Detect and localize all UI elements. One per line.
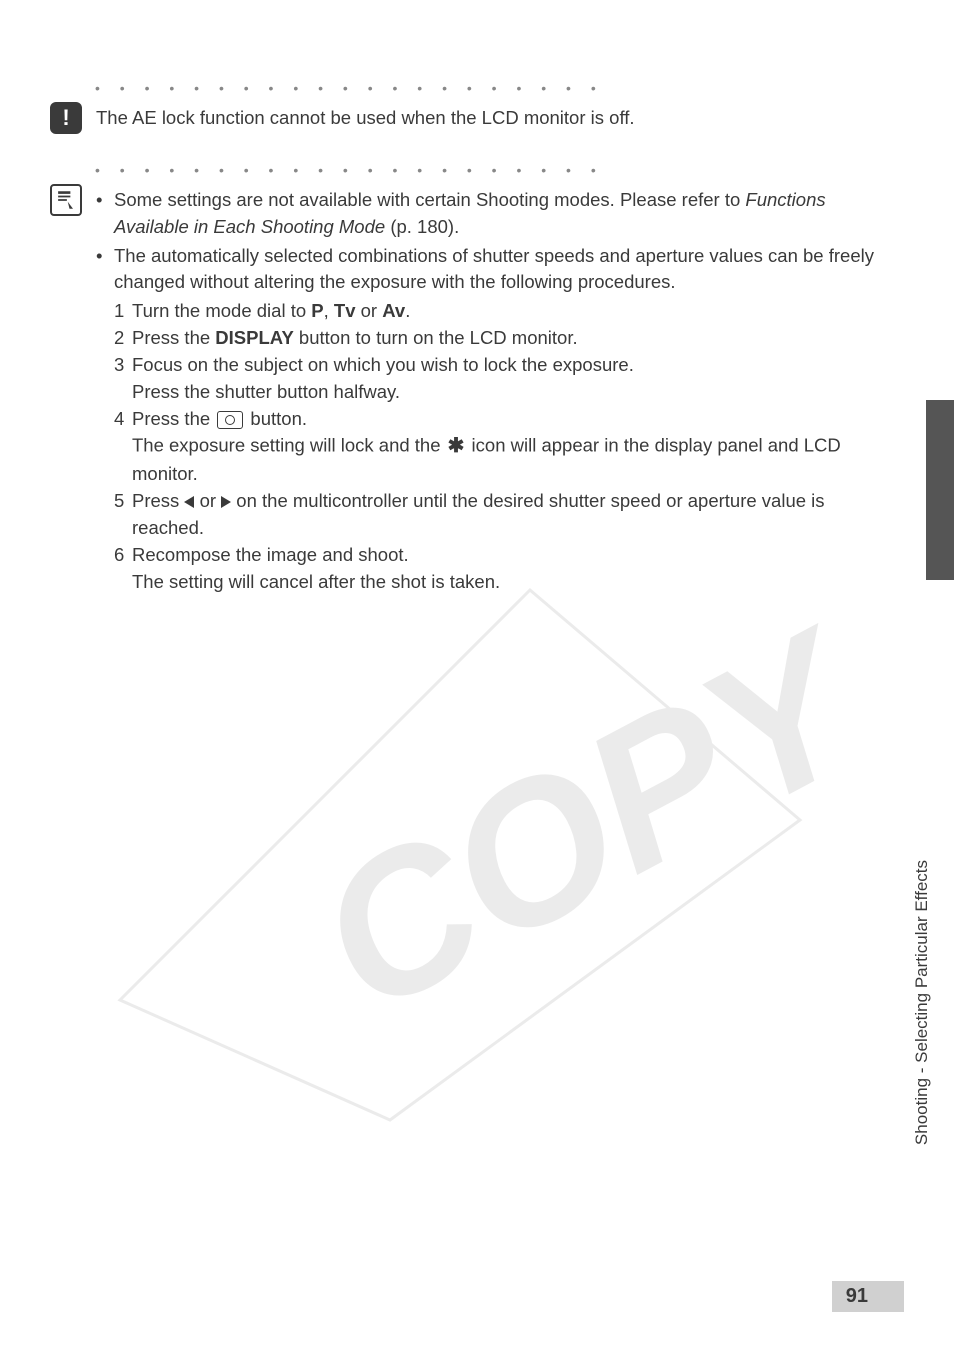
- right-arrow-icon: [221, 496, 231, 508]
- warning-note: ! The AE lock function cannot be used wh…: [50, 102, 894, 134]
- left-arrow-icon: [184, 496, 194, 508]
- step-number: 6: [114, 542, 124, 569]
- step-item: 1 Turn the mode dial to P, Tv or Av.: [114, 298, 894, 325]
- step-number: 1: [114, 298, 124, 325]
- step-item: 5 Press or on the multicontroller until t…: [114, 488, 894, 542]
- mode-label: Av: [382, 300, 405, 321]
- section-tab: [926, 400, 954, 580]
- info-content: Some settings are not available with cer…: [96, 184, 894, 597]
- step-text: Press the: [132, 408, 215, 429]
- metering-icon: [217, 411, 243, 429]
- step-item: 3 Focus on the subject on which you wish …: [114, 352, 894, 406]
- button-label: DISPLAY: [215, 327, 293, 348]
- bullet-item: The automatically selected combinations …: [96, 243, 894, 596]
- step-item: 6 Recompose the image and shoot. The setti…: [114, 542, 894, 596]
- page-number: 91: [832, 1281, 904, 1312]
- section-title: Shooting - Selecting Particular Effects: [912, 860, 932, 1145]
- svg-text:COPY: COPY: [285, 585, 830, 1055]
- bullet-text: The automatically selected combinations …: [114, 245, 874, 293]
- step-text: button to turn on the LCD monitor.: [294, 327, 578, 348]
- step-text: ,: [324, 300, 334, 321]
- step-text: .: [405, 300, 410, 321]
- step-number: 5: [114, 488, 124, 515]
- copy-watermark: COPY: [80, 540, 830, 1160]
- step-text: Press the: [132, 327, 215, 348]
- step-item: 2 Press the DISPLAY button to turn on the…: [114, 325, 894, 352]
- step-number: 2: [114, 325, 124, 352]
- info-note: Some settings are not available with cer…: [50, 184, 894, 597]
- step-text: Press: [132, 490, 184, 511]
- step-number: 4: [114, 406, 124, 433]
- step-text: or: [194, 490, 221, 511]
- step-text: button.: [245, 408, 307, 429]
- step-text: The exposure setting will lock and the: [132, 435, 446, 456]
- bullet-item: Some settings are not available with cer…: [96, 187, 894, 241]
- step-text: Focus on the subject on which you wish t…: [132, 354, 634, 375]
- mode-label: P: [311, 300, 323, 321]
- warning-text: The AE lock function cannot be used when…: [96, 102, 894, 132]
- step-text: or: [356, 300, 383, 321]
- step-text: Press the shutter button halfway.: [132, 381, 400, 402]
- mode-label: Tv: [334, 300, 356, 321]
- step-number: 3: [114, 352, 124, 379]
- step-text: on the multicontroller until the desired…: [132, 490, 825, 538]
- step-text: Turn the mode dial to: [132, 300, 311, 321]
- dotted-separator: • • • • • • • • • • • • • • • • • • • • …: [95, 162, 894, 178]
- info-icon: [50, 184, 82, 216]
- step-text: Recompose the image and shoot.: [132, 544, 409, 565]
- star-icon: ✱: [448, 432, 465, 461]
- step-item: 4 Press the button. The exposure setting w…: [114, 406, 894, 489]
- bullet-text: (p. 180).: [385, 216, 459, 237]
- bullet-text: Some settings are not available with cer…: [114, 189, 745, 210]
- step-text: The setting will cancel after the shot i…: [132, 571, 500, 592]
- dotted-separator: • • • • • • • • • • • • • • • • • • • • …: [95, 80, 894, 96]
- warning-icon: !: [50, 102, 82, 134]
